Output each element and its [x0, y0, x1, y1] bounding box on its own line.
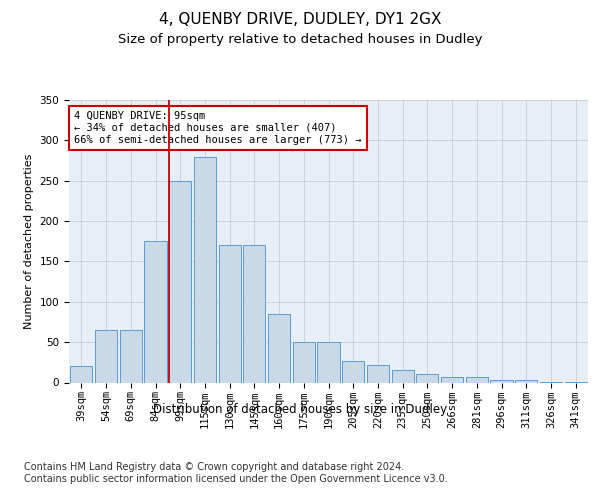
Bar: [342, 360, 364, 382]
Bar: [119, 330, 142, 382]
Text: Size of property relative to detached houses in Dudley: Size of property relative to detached ho…: [118, 32, 482, 46]
Bar: [243, 246, 265, 382]
Bar: [317, 342, 340, 382]
Bar: [145, 242, 167, 382]
Text: Contains HM Land Registry data © Crown copyright and database right 2024.
Contai: Contains HM Land Registry data © Crown c…: [24, 462, 448, 484]
Bar: [392, 370, 414, 382]
Bar: [95, 330, 117, 382]
Bar: [367, 364, 389, 382]
Bar: [490, 380, 512, 382]
Bar: [194, 156, 216, 382]
Bar: [293, 342, 315, 382]
Text: Distribution of detached houses by size in Dudley: Distribution of detached houses by size …: [153, 402, 447, 415]
Y-axis label: Number of detached properties: Number of detached properties: [24, 154, 34, 329]
Bar: [416, 374, 439, 382]
Bar: [70, 366, 92, 382]
Bar: [515, 380, 538, 382]
Text: 4 QUENBY DRIVE: 95sqm
← 34% of detached houses are smaller (407)
66% of semi-det: 4 QUENBY DRIVE: 95sqm ← 34% of detached …: [74, 112, 362, 144]
Bar: [268, 314, 290, 382]
Text: 4, QUENBY DRIVE, DUDLEY, DY1 2GX: 4, QUENBY DRIVE, DUDLEY, DY1 2GX: [159, 12, 441, 28]
Bar: [466, 377, 488, 382]
Bar: [169, 180, 191, 382]
Bar: [218, 246, 241, 382]
Bar: [441, 377, 463, 382]
